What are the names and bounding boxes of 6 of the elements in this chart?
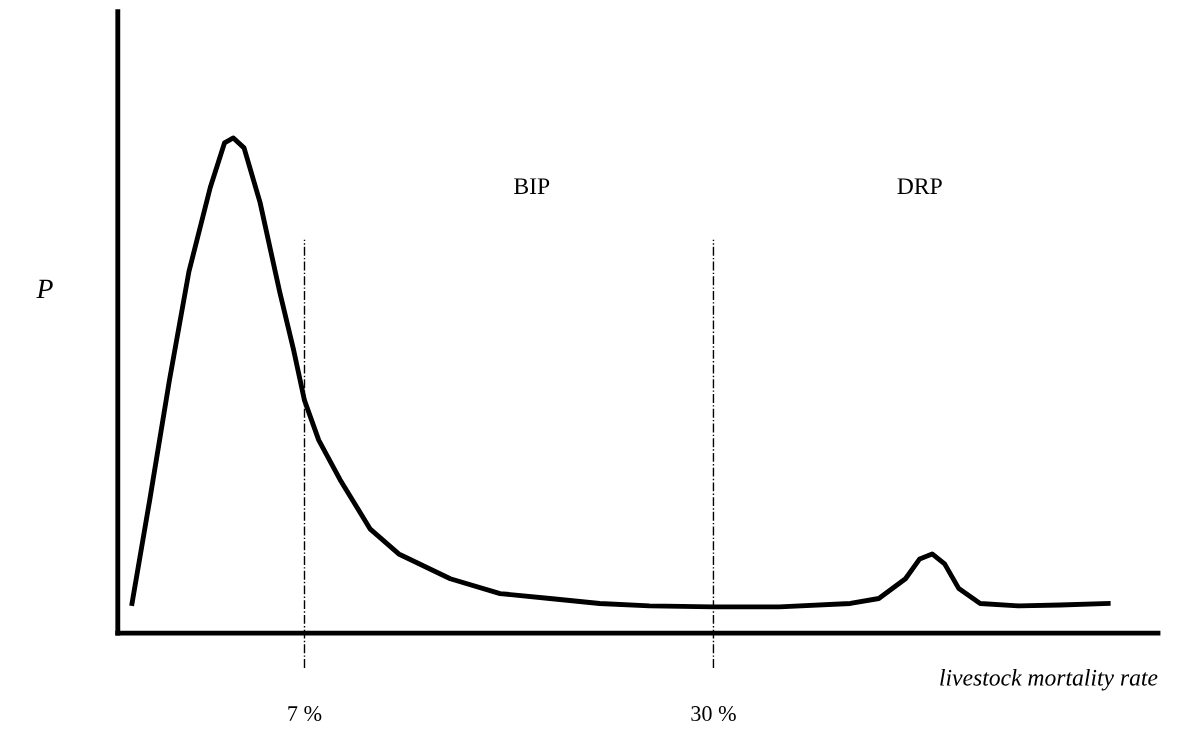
- x-tick-label: 7 %: [288, 706, 322, 722]
- annotation: DRP: [897, 178, 942, 194]
- x-axis-title: livestock mortality rate: [940, 669, 1158, 691]
- x-tick-label: 30 %: [691, 706, 736, 722]
- y-axis-title: P: [36, 279, 53, 299]
- annotation: BIP: [514, 178, 550, 194]
